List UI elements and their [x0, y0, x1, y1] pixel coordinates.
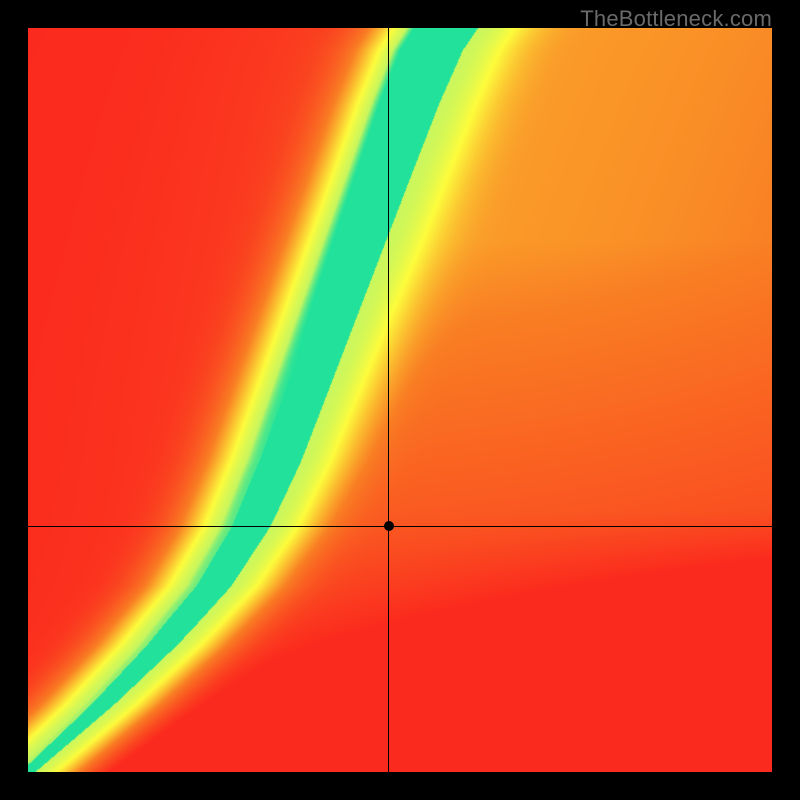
bottleneck-heatmap [28, 28, 772, 772]
chart-container: TheBottleneck.com [0, 0, 800, 800]
